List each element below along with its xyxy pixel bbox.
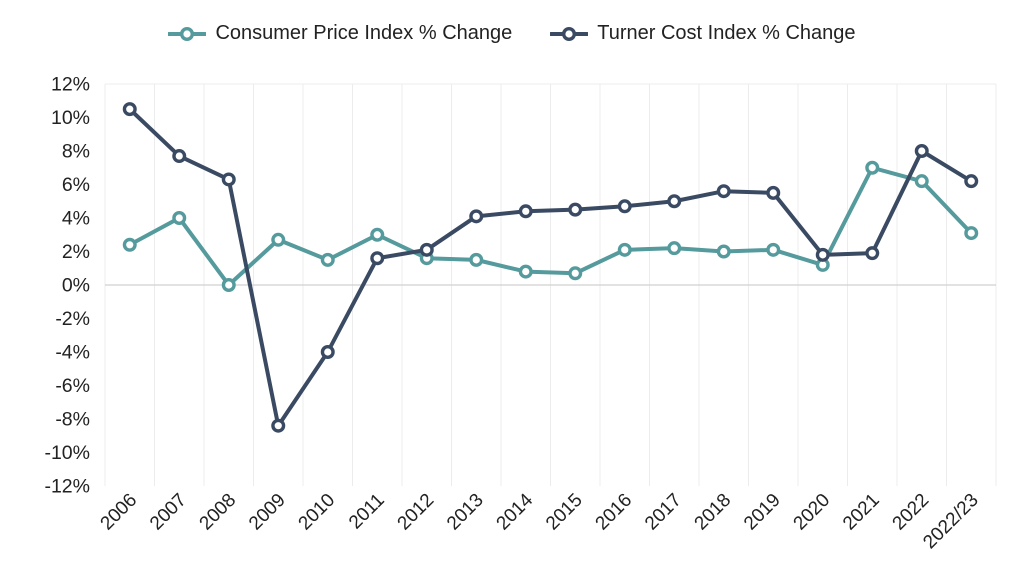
turner-data-point [320,345,335,360]
legend-item-turner: Turner Cost Index % Change [550,22,856,45]
turner-series-line [127,107,974,428]
chart-legend: Consumer Price Index % Change Turner Cost… [0,22,1024,45]
turner-data-point [122,102,137,117]
cpi-data-point [568,266,583,281]
turner-data-point [914,143,929,158]
x-axis-label: 2014 [493,489,538,534]
y-axis-label: 8% [62,141,90,163]
cpi-data-point [370,227,385,242]
turner-data-point [221,172,236,187]
x-axis-label: 2020 [790,490,835,535]
turner-data-point [568,202,583,217]
cpi-series-line [127,165,974,287]
y-axis-label: -4% [55,342,90,364]
x-axis-label: 2010 [295,490,340,535]
cpi-legend-marker-icon [168,26,207,41]
x-axis-label: 2013 [443,490,488,535]
y-axis-label: -6% [55,375,90,397]
y-axis-label: -2% [55,308,90,330]
legend-label: Consumer Price Index % Change [215,22,513,44]
y-axis-label: -8% [55,409,90,431]
cpi-data-point [518,264,533,279]
turner-data-point [815,247,830,262]
x-axis-label: 2022 [889,490,934,535]
cpi-data-point [172,210,187,225]
turner-data-point [865,246,880,261]
turner-data-point [370,251,385,266]
x-axis-label: 2015 [542,490,587,535]
cpi-data-point [766,242,781,257]
y-axis-label: 4% [62,208,90,230]
x-axis-label: 2007 [146,490,191,535]
y-axis-label: -12% [44,476,90,498]
cpi-data-point [122,237,137,252]
cpi-data-point [865,160,880,175]
turner-data-point [518,204,533,219]
cpi-data-point [320,252,335,267]
turner-data-point [964,174,979,189]
turner-data-point [271,418,286,433]
cpi-data-point [221,278,236,293]
y-axis-label: 12% [51,74,90,96]
turner-data-point [419,242,434,257]
legend-label: Turner Cost Index % Change [597,22,856,44]
cpi-data-point [716,244,731,259]
turner-data-point [617,199,632,214]
x-axis-label: 2016 [592,490,637,535]
x-axis-label: 2011 [345,490,389,534]
turner-data-point [716,184,731,199]
x-axis-label: 2018 [691,490,736,535]
x-axis-label: 2008 [196,490,241,535]
y-axis-label: 10% [51,107,90,129]
x-axis-label: 2017 [641,490,686,535]
cpi-data-point [271,232,286,247]
turner-data-point [172,149,187,164]
y-axis-label: 0% [62,275,90,297]
cpi-data-point [914,174,929,189]
x-axis-label: 2009 [245,490,290,535]
y-axis-label: 2% [62,241,90,263]
y-axis-label: 6% [62,174,90,196]
cpi-data-point [964,226,979,241]
x-axis-label: 2021 [839,490,884,535]
turner-data-point [766,185,781,200]
x-axis-label: 2012 [394,490,439,535]
turner-data-point [667,194,682,209]
y-axis-label: -10% [44,442,90,464]
cpi-data-point [617,242,632,257]
cpi-data-point [667,241,682,256]
x-axis-label: 2006 [97,490,142,535]
turner-data-point [469,209,484,224]
legend-item-cpi: Consumer Price Index % Change [168,22,512,45]
x-axis-label: 2022/23 [919,490,982,553]
x-axis-label: 2019 [740,490,785,535]
cpi-data-point [469,252,484,267]
turner-legend-marker-icon [550,26,589,41]
